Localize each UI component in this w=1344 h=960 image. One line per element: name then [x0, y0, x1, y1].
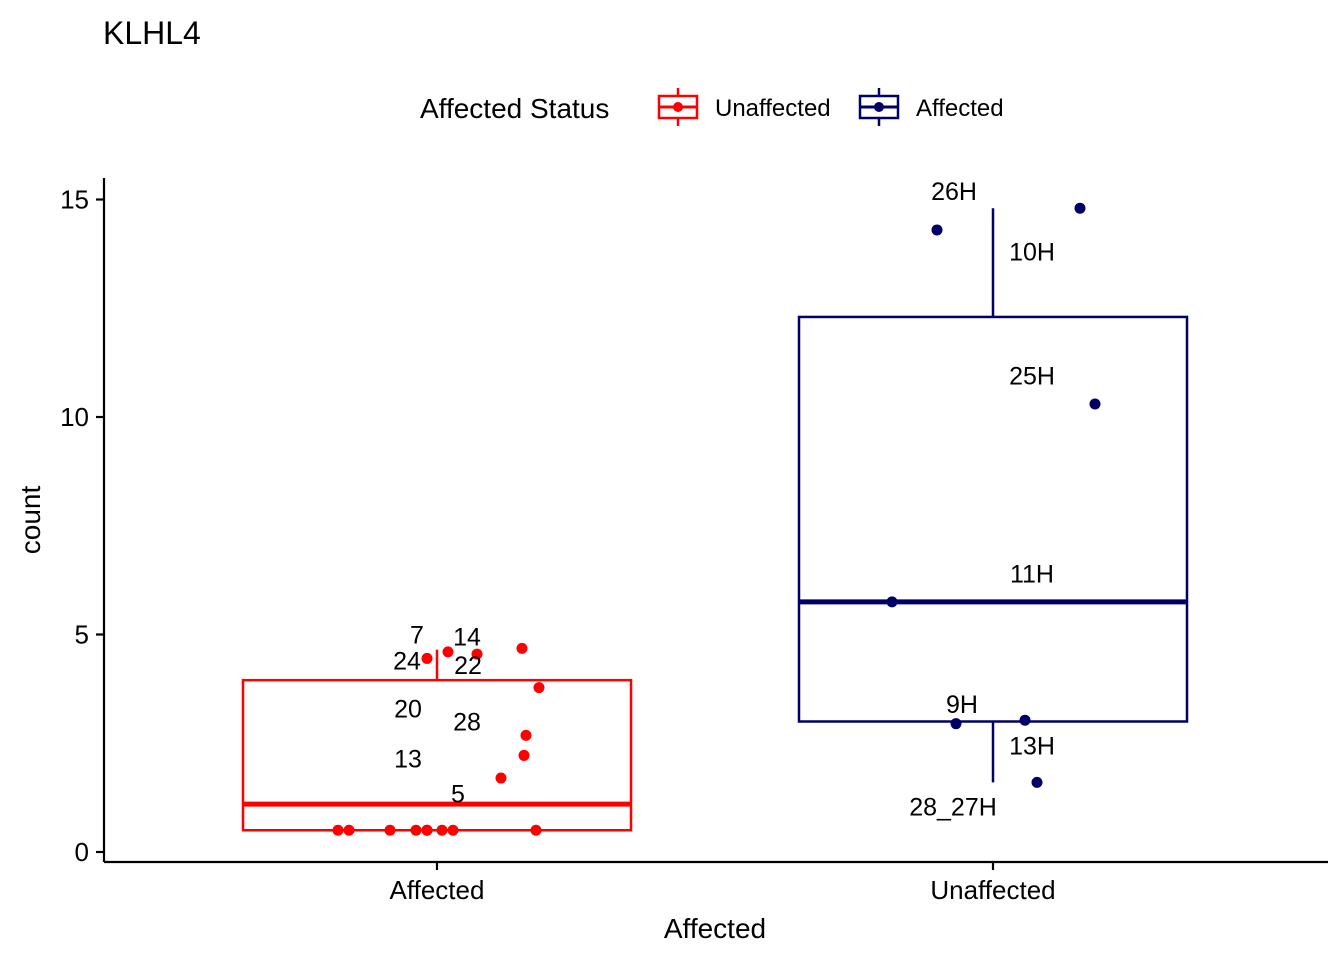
data-point	[516, 642, 528, 654]
legend-key-unaffected	[657, 88, 699, 126]
point-label: 25H	[1009, 363, 1055, 391]
legend: Affected Status Unaffected Affected	[420, 88, 1004, 126]
y-axis-ticks: 0 5 10 15	[60, 185, 104, 867]
data-point	[384, 824, 396, 836]
point-label: 9H	[946, 691, 978, 719]
data-point	[436, 824, 448, 836]
y-axis-title: count	[15, 486, 46, 555]
point-label: 11H	[1010, 561, 1054, 589]
data-point	[410, 824, 422, 836]
point-label: 22	[454, 652, 482, 680]
data-point	[931, 224, 943, 236]
data-point	[471, 648, 483, 660]
data-point	[530, 824, 542, 836]
point-label: 28_27H	[909, 793, 997, 821]
data-point	[520, 729, 532, 741]
data-point	[343, 824, 355, 836]
box-group-affected: 7 14 24 22 20 28 13 5	[241, 622, 633, 836]
chart-title: KLHL4	[103, 15, 201, 51]
y-tick-label: 5	[75, 620, 89, 650]
data-point	[332, 824, 344, 836]
point-label: 5	[451, 780, 465, 808]
y-tick-label: 10	[60, 402, 89, 432]
plot-area: 7 14 24 22 20 28 13 5 26H 10H 25H 11H 9H 13H 28_27H	[241, 178, 1189, 836]
legend-key-affected	[858, 88, 900, 126]
box	[241, 678, 633, 832]
data-point	[950, 718, 962, 730]
x-tick-label: Unaffected	[930, 875, 1055, 905]
data-point	[886, 596, 898, 608]
y-tick-label: 15	[60, 185, 89, 215]
box	[797, 315, 1189, 723]
point-label: 13H	[1009, 732, 1055, 760]
data-point	[533, 682, 545, 694]
point-label: 24	[393, 648, 421, 676]
legend-label-affected: Affected	[916, 95, 1004, 122]
point-label: 10H	[1009, 239, 1055, 267]
point-label: 13	[394, 745, 422, 773]
point-label: 14	[453, 624, 481, 652]
data-point	[495, 772, 507, 784]
point-label: 20	[394, 695, 422, 723]
legend-title: Affected Status	[420, 93, 609, 124]
point-label: 26H	[931, 178, 977, 206]
data-point	[421, 824, 433, 836]
data-point	[1031, 776, 1043, 788]
legend-label-unaffected: Unaffected	[715, 95, 831, 122]
y-tick-label: 0	[75, 837, 89, 867]
data-point	[518, 749, 530, 761]
data-point	[442, 646, 454, 658]
x-axis-ticks: Affected Unaffected	[390, 862, 1056, 905]
x-axis-title: Affected	[664, 913, 766, 944]
box-group-unaffected: 26H 10H 25H 11H 9H 13H 28_27H	[797, 178, 1189, 821]
data-point	[1089, 398, 1101, 410]
data-point	[447, 824, 459, 836]
x-tick-label: Affected	[390, 875, 485, 905]
data-point	[421, 652, 433, 664]
point-label: 7	[410, 622, 424, 650]
point-label: 28	[453, 709, 481, 737]
data-point	[1019, 714, 1031, 726]
data-point	[1074, 202, 1086, 214]
